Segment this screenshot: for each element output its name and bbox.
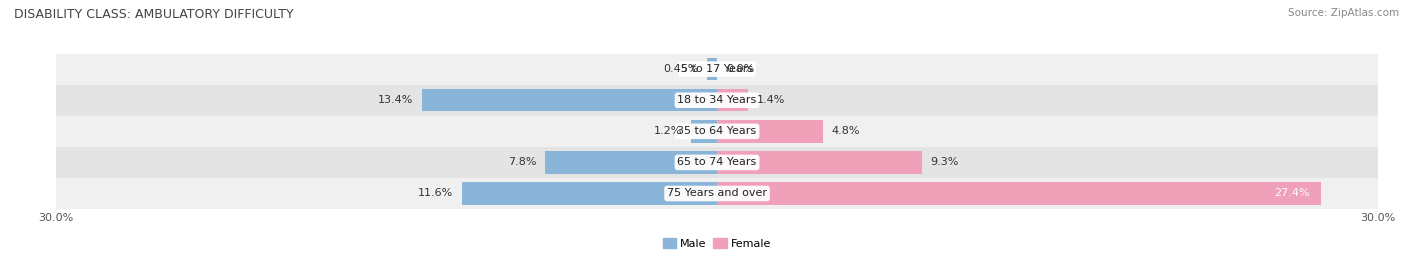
Text: 9.3%: 9.3% [931, 157, 959, 168]
Bar [717, 182, 1320, 205]
Text: 1.2%: 1.2% [654, 126, 682, 136]
Bar [461, 182, 717, 205]
Bar [707, 58, 717, 80]
Text: 11.6%: 11.6% [418, 188, 453, 199]
Bar [717, 120, 823, 143]
Text: Source: ZipAtlas.com: Source: ZipAtlas.com [1288, 8, 1399, 18]
Text: 7.8%: 7.8% [508, 157, 537, 168]
Text: 0.0%: 0.0% [725, 64, 754, 74]
Text: 75 Years and over: 75 Years and over [666, 188, 768, 199]
Legend: Male, Female: Male, Female [658, 234, 776, 253]
Text: 5 to 17 Years: 5 to 17 Years [681, 64, 754, 74]
Bar [717, 151, 922, 174]
Bar [56, 85, 1378, 116]
Bar [56, 178, 1378, 209]
Text: 1.4%: 1.4% [756, 95, 785, 105]
Text: 27.4%: 27.4% [1274, 188, 1309, 199]
Text: 4.8%: 4.8% [831, 126, 860, 136]
Bar [717, 89, 748, 111]
Text: 0.45%: 0.45% [664, 64, 699, 74]
Bar [56, 116, 1378, 147]
Text: 65 to 74 Years: 65 to 74 Years [678, 157, 756, 168]
Text: 18 to 34 Years: 18 to 34 Years [678, 95, 756, 105]
Bar [690, 120, 717, 143]
Text: DISABILITY CLASS: AMBULATORY DIFFICULTY: DISABILITY CLASS: AMBULATORY DIFFICULTY [14, 8, 294, 21]
Bar [422, 89, 717, 111]
Bar [56, 147, 1378, 178]
Bar [56, 54, 1378, 85]
Text: 35 to 64 Years: 35 to 64 Years [678, 126, 756, 136]
Bar [546, 151, 717, 174]
Text: 13.4%: 13.4% [378, 95, 413, 105]
